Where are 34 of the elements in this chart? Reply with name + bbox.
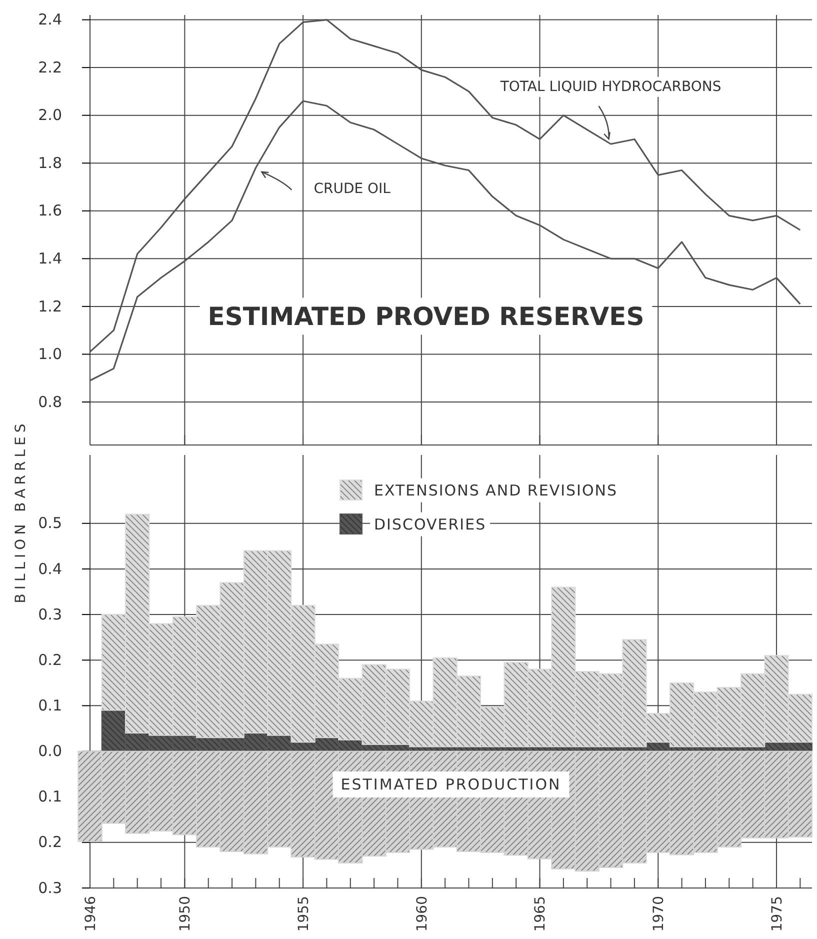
x-tick-label: 1975 bbox=[769, 896, 786, 932]
x-tick-label: 1946 bbox=[82, 896, 99, 932]
y-tick-label: 1.4 bbox=[38, 249, 62, 268]
x-tick-label: 1970 bbox=[651, 896, 668, 932]
y-tick-label: 1.0 bbox=[38, 345, 62, 364]
text: CRUDE OIL bbox=[314, 180, 391, 197]
y-tick-label: 0.2 bbox=[38, 650, 62, 669]
y-tick-label: 0.1 bbox=[38, 788, 62, 806]
text: ESTIMATED PROVED RESERVES bbox=[208, 302, 644, 331]
y-tick-label: 2.2 bbox=[38, 58, 62, 76]
y-tick-label: 2.0 bbox=[38, 106, 62, 124]
y-axis-title: BILLION BARRLES bbox=[12, 420, 29, 604]
y-tick-label: 1.8 bbox=[38, 154, 62, 172]
y-tick-label: 0.2 bbox=[38, 833, 62, 852]
series-label: ESTIMATED PRODUCTION bbox=[340, 775, 562, 794]
line-series bbox=[89, 18, 801, 353]
y-tick-label: 0.0 bbox=[38, 742, 62, 760]
series-label: TOTAL LIQUID HYDROCARBONS bbox=[499, 78, 722, 95]
y-tick-label: 0.4 bbox=[38, 560, 62, 578]
y-tick-label: 1.2 bbox=[38, 297, 62, 316]
x-tick-label: 1965 bbox=[532, 896, 549, 932]
x-tick-label: 1955 bbox=[296, 896, 312, 932]
y-tick-label: 0.1 bbox=[38, 696, 62, 714]
y-tick-label: 0.8 bbox=[38, 392, 62, 411]
x-tick-label: 1950 bbox=[178, 896, 194, 932]
legend-label: DISCOVERIES bbox=[374, 515, 486, 534]
y-tick-label: 0.5 bbox=[38, 514, 62, 532]
legend-label: EXTENSIONS AND REVISIONS bbox=[374, 481, 618, 500]
y-tick-label: 0.3 bbox=[38, 605, 62, 624]
y-tick-label: 2.4 bbox=[38, 10, 62, 29]
y-tick-label: 1.6 bbox=[38, 202, 62, 220]
y-tick-label: 0.3 bbox=[38, 878, 62, 897]
x-tick-label: 1960 bbox=[414, 896, 430, 932]
line-series bbox=[89, 100, 801, 382]
